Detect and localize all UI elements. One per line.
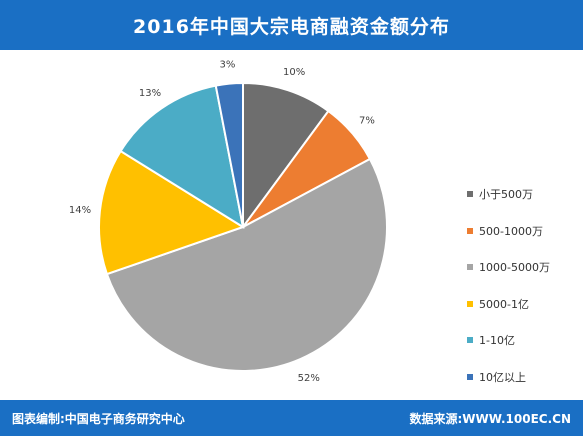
legend-swatch: [467, 264, 473, 270]
legend-swatch: [467, 337, 473, 343]
pie-slice-4: [98, 149, 246, 276]
chart-area: 10% 7% 52% 14% 13% 3% 小于500万 500-1000万 1000-500…: [0, 50, 583, 400]
pie-chart: 10% 7% 52% 14% 13% 3%: [69, 60, 388, 384]
legend-swatch: [467, 373, 473, 380]
footer-source-left: 图表编制:中国电子商务研究中心: [12, 411, 185, 426]
legend-label: 1-10亿: [479, 334, 515, 347]
pie-data-label-4: 14%: [69, 205, 91, 216]
legend-swatch: [467, 227, 473, 234]
chart-title: 2016年中国大宗电商融资金额分布: [133, 15, 450, 38]
legend-label: 1000-5000万: [479, 261, 550, 274]
legend-label: 10亿以上: [479, 370, 526, 384]
pie-data-label-6: 3%: [219, 60, 235, 71]
pie-slice-5: [119, 84, 245, 230]
legend-item-1: 小于500万: [467, 186, 550, 202]
pie-data-label-3: 52%: [298, 373, 320, 384]
legend-item-3: 1000-5000万: [467, 259, 550, 275]
chart-legend: 小于500万 500-1000万 1000-5000万 5000-1亿 1-10亿 10亿…: [467, 186, 550, 405]
legend-label: 5000-1亿: [479, 297, 529, 311]
pie-data-label-5: 13%: [139, 88, 161, 99]
legend-item-2: 500-1000万: [467, 223, 550, 239]
pie-data-label-2: 7%: [359, 116, 375, 127]
legend-item-6: 10亿以上: [467, 369, 550, 385]
pie-slice-1: [242, 81, 330, 231]
legend-swatch: [467, 300, 473, 307]
pie-slice-3: [105, 157, 388, 373]
footer-source-right: 数据来源:WWW.100EC.CN: [409, 411, 571, 426]
legend-label: 500-1000万: [479, 224, 543, 238]
legend-item-5: 1-10亿: [467, 332, 550, 348]
legend-item-4: 5000-1亿: [467, 296, 550, 312]
legend-label: 小于500万: [479, 188, 533, 201]
chart-header-bar: 2016年中国大宗电商融资金额分布: [0, 0, 583, 50]
footer-bar: 图表编制:中国电子商务研究中心 数据来源:WWW.100EC.CN: [0, 400, 583, 436]
pie-slice-6: [214, 81, 244, 228]
pie-data-label-1: 10%: [283, 67, 305, 78]
legend-swatch: [467, 191, 473, 197]
